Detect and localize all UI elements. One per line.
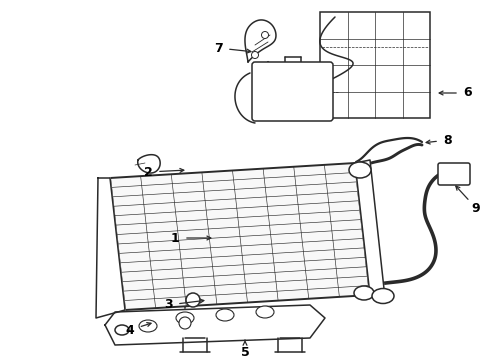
Ellipse shape (139, 320, 157, 332)
Ellipse shape (115, 325, 129, 335)
Polygon shape (110, 163, 370, 310)
Ellipse shape (354, 286, 374, 300)
Ellipse shape (216, 309, 234, 321)
Text: 7: 7 (214, 41, 222, 54)
Ellipse shape (176, 312, 194, 324)
Circle shape (251, 51, 259, 58)
Bar (320, 12, 430, 118)
FancyBboxPatch shape (252, 62, 333, 121)
Text: 1: 1 (171, 231, 179, 244)
Text: 4: 4 (125, 324, 134, 337)
Circle shape (262, 31, 269, 39)
Circle shape (179, 317, 191, 329)
Ellipse shape (349, 162, 371, 178)
Text: 5: 5 (241, 346, 249, 359)
Text: 8: 8 (443, 134, 452, 147)
Ellipse shape (372, 288, 394, 303)
Polygon shape (105, 305, 325, 345)
Text: 3: 3 (164, 298, 172, 311)
Text: 6: 6 (464, 86, 472, 99)
Polygon shape (96, 178, 125, 318)
Text: 2: 2 (144, 166, 152, 179)
Ellipse shape (256, 306, 274, 318)
Text: 9: 9 (472, 202, 480, 215)
Polygon shape (355, 160, 385, 298)
Circle shape (186, 293, 200, 307)
FancyBboxPatch shape (438, 163, 470, 185)
